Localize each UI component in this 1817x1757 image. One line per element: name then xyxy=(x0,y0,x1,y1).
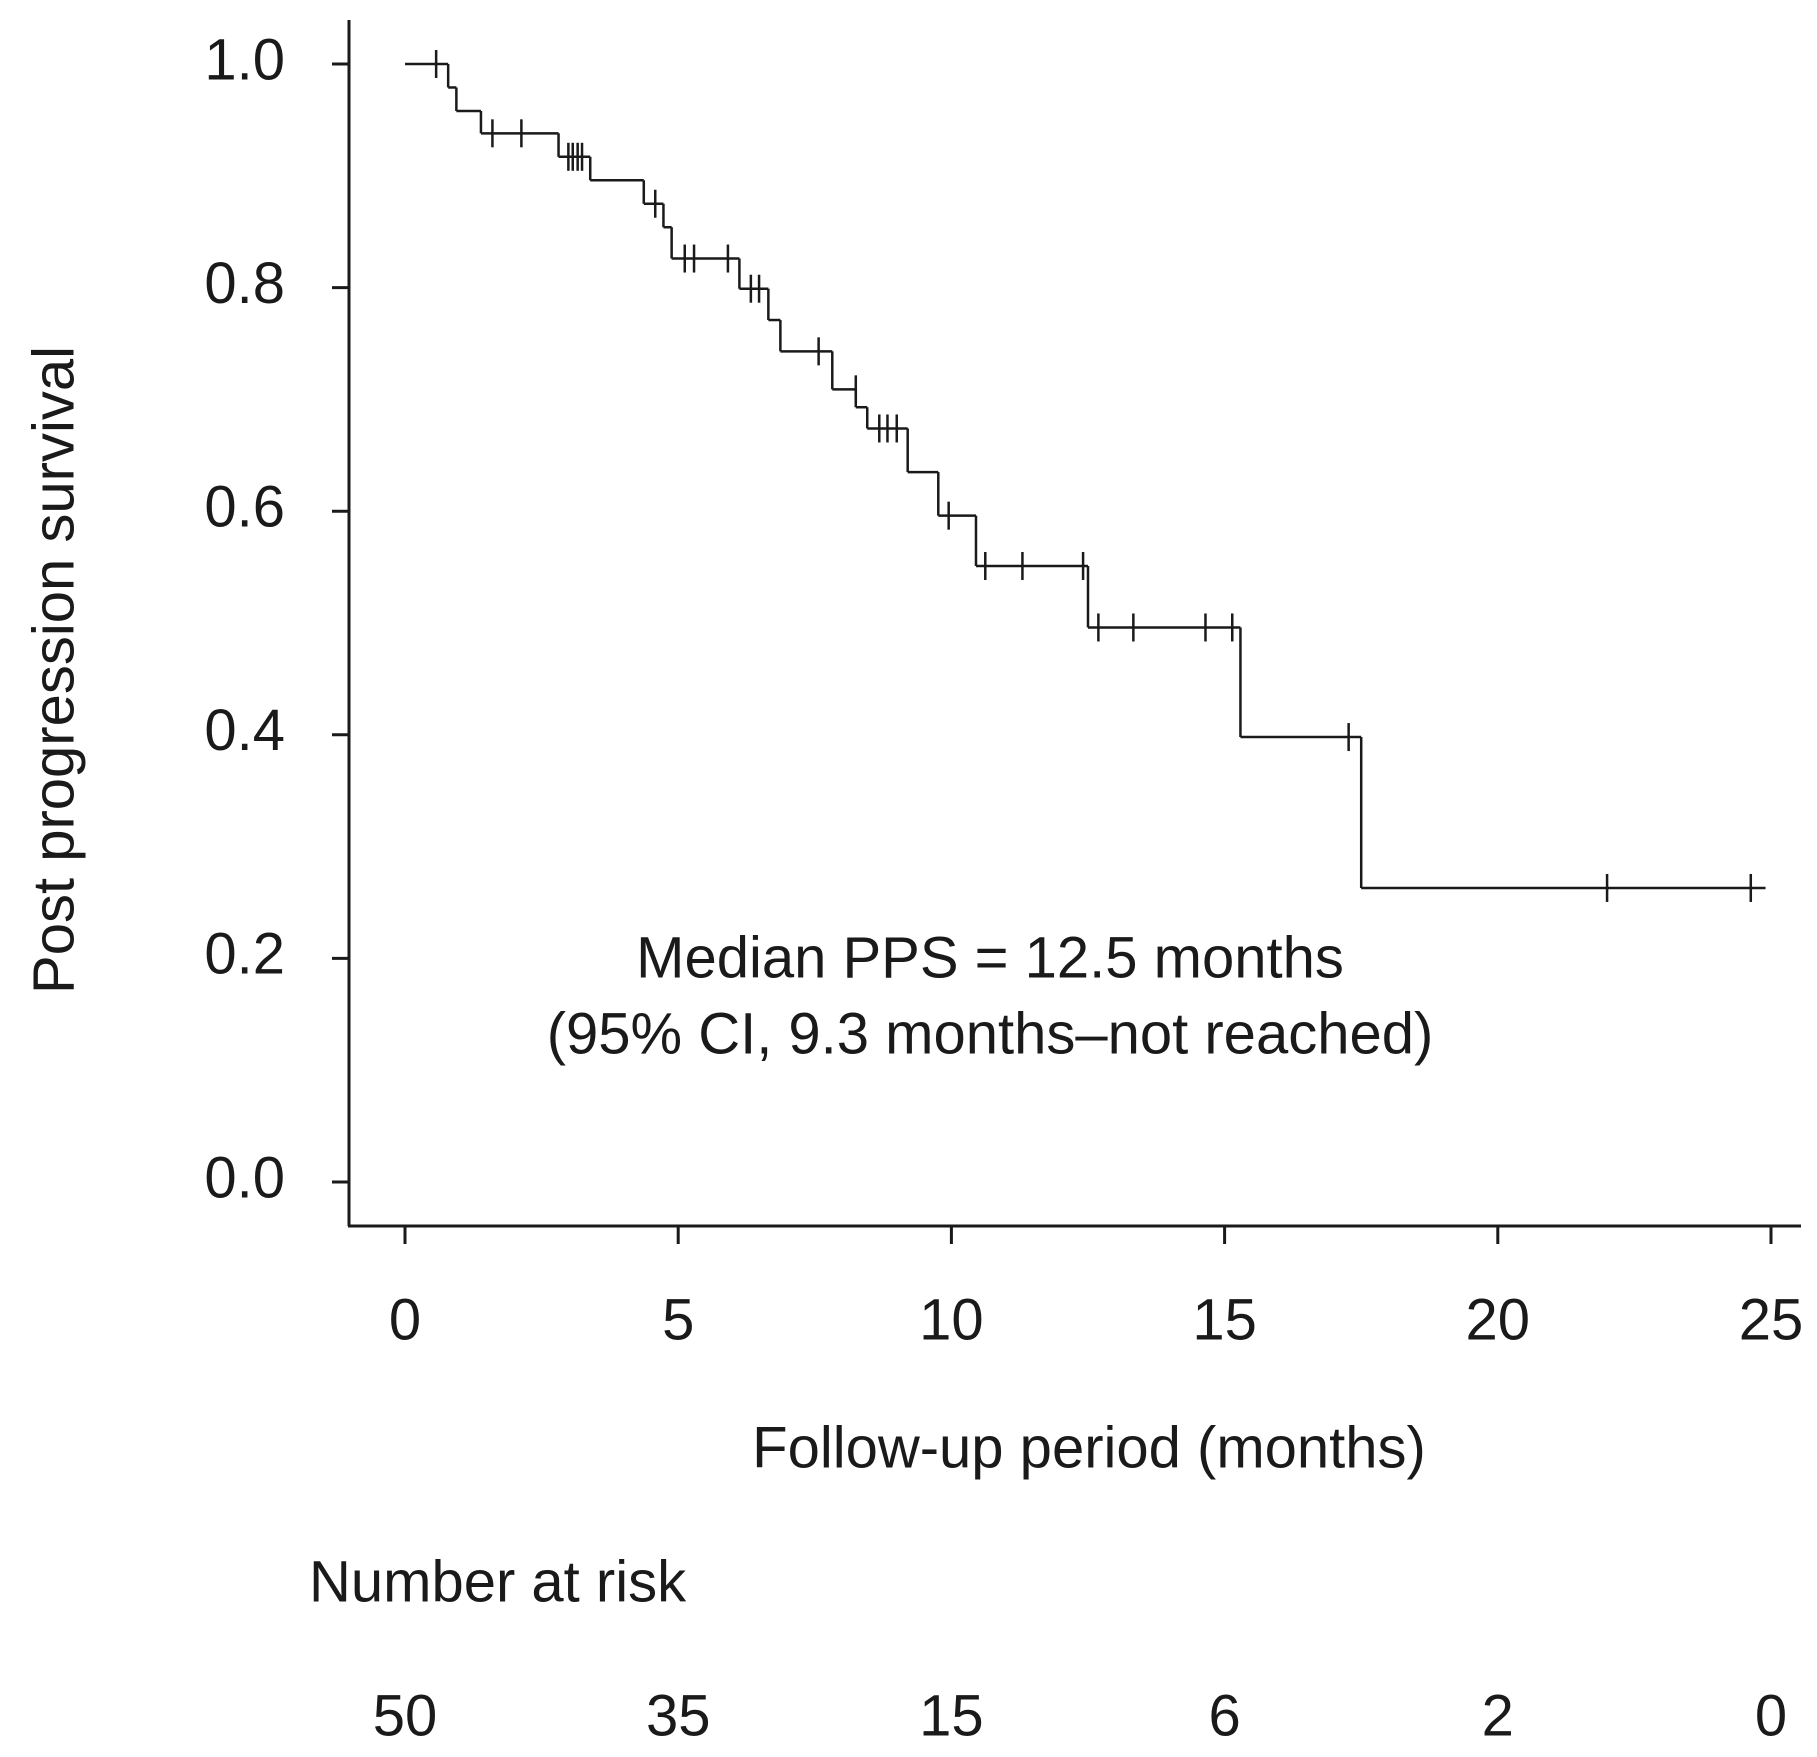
risk-number: 2 xyxy=(1482,1683,1514,1748)
risk-number: 6 xyxy=(1208,1683,1240,1748)
annotation: (95% CI, 9.3 months–not reached) xyxy=(547,1001,1434,1066)
x-tick-label: 20 xyxy=(1466,1287,1531,1352)
annotation: Median PPS = 12.5 months xyxy=(636,925,1344,990)
y-tick-label: 0.2 xyxy=(204,922,285,987)
x-tick-label: 0 xyxy=(389,1287,421,1352)
risk-number: 35 xyxy=(646,1683,711,1748)
y-axis-label: Post progression survival xyxy=(21,346,86,994)
risk-table-title: Number at risk xyxy=(309,1549,687,1614)
y-tick-label: 1.0 xyxy=(204,27,285,92)
y-tick-label: 0.0 xyxy=(204,1145,285,1210)
y-tick-label: 0.4 xyxy=(204,698,285,763)
x-axis-label: Follow-up period (months) xyxy=(752,1415,1426,1480)
y-tick-label: 0.8 xyxy=(204,251,285,316)
x-tick-label: 5 xyxy=(662,1287,694,1352)
x-tick-label: 25 xyxy=(1739,1287,1804,1352)
risk-number: 50 xyxy=(373,1683,438,1748)
x-tick-label: 10 xyxy=(919,1287,984,1352)
risk-number: 0 xyxy=(1755,1683,1787,1748)
risk-number: 15 xyxy=(919,1683,984,1748)
y-tick-label: 0.6 xyxy=(204,475,285,540)
x-tick-label: 15 xyxy=(1192,1287,1257,1352)
